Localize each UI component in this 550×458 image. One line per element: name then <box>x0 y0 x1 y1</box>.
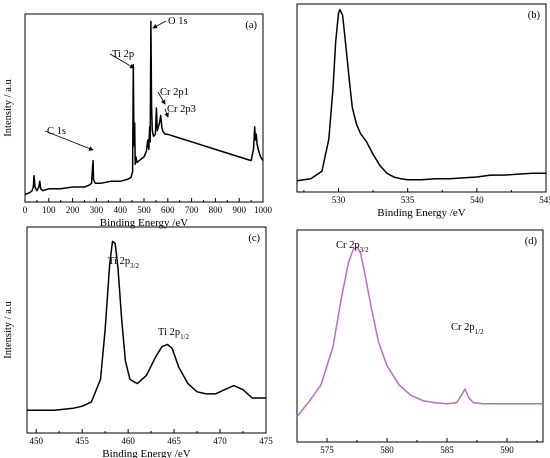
peak-annotation: Ti 2p <box>112 49 134 60</box>
x-tick-label: 100 <box>42 205 56 215</box>
series-line <box>27 240 266 412</box>
peak-annotation: Cr 2p1/2 <box>451 322 484 336</box>
annotation-arrow <box>109 53 135 69</box>
series-line <box>296 8 546 182</box>
x-tick-label: 590 <box>500 445 514 455</box>
annotation-arrow <box>164 108 169 118</box>
plot-frame <box>26 226 267 434</box>
x-tick-label: 580 <box>380 445 394 455</box>
peak-annotation: O 1s <box>168 16 188 27</box>
panel-label: (a) <box>245 20 257 31</box>
x-tick-label: 575 <box>320 445 334 455</box>
plot-frame <box>296 3 547 193</box>
chart-panel-a: 0 100 200 300 400 500 600 700 800 900 1000 Binding … <box>3 13 273 229</box>
x-axis-label: Binding Energy /eV <box>102 448 190 458</box>
x-tick-label: 540 <box>470 195 484 205</box>
annotation-arrow <box>157 91 166 105</box>
x-tick-label: 475 <box>259 436 273 446</box>
x-tick-label: 900 <box>232 205 246 215</box>
x-tick-label: 600 <box>161 205 175 215</box>
panel-label: (c) <box>248 233 260 244</box>
x-tick-label: 450 <box>29 436 43 446</box>
x-tick-label: 200 <box>66 205 80 215</box>
x-tick-label: 460 <box>121 436 135 446</box>
x-axis-label: Binding Energy /eV <box>100 217 188 229</box>
peak-annotation: Ti 2p1/2 <box>158 327 190 341</box>
peak-annotation: C 1s <box>47 126 66 137</box>
x-tick-label: 400 <box>113 205 127 215</box>
x-tick-label: 530 <box>332 195 346 205</box>
x-tick-label: 0 <box>23 205 28 215</box>
peak-annotation: Cr 2p3 <box>167 104 196 115</box>
plot-frame <box>24 13 264 203</box>
x-tick-label: 300 <box>90 205 104 215</box>
peak-annotation: Ti 2p3/2 <box>108 256 140 270</box>
chart-panel-b: 530 535 540 545 Binding Energy /eV (b) <box>296 3 550 219</box>
annotation-arrow <box>152 20 167 29</box>
x-tick-label: 585 <box>440 445 454 455</box>
chart-panel-c: 450 455 460 465 470 475 Binding Energy /eV Inte… <box>3 226 273 458</box>
x-tick-label: 535 <box>401 195 415 205</box>
peak-annotation: Cr 2p1 <box>160 87 189 98</box>
annotation-arrow <box>44 130 94 151</box>
panel-label: (b) <box>528 10 541 21</box>
x-tick-label: 465 <box>167 436 181 446</box>
x-axis-label: Binding Energy /eV <box>377 207 465 219</box>
x-tick-label: 700 <box>185 205 199 215</box>
x-tick-label: 800 <box>209 205 223 215</box>
y-axis-label: Intensity / a.u <box>3 301 14 359</box>
peak-annotation: Cr 2p3/2 <box>336 240 369 254</box>
y-axis-label: Intensity / a.u <box>3 79 14 137</box>
x-tick-label: 1000 <box>254 205 273 215</box>
series-line <box>24 20 264 196</box>
series-line <box>296 246 543 418</box>
x-tick-label: 500 <box>137 205 151 215</box>
plot-frame <box>296 229 544 443</box>
x-tick-label: 455 <box>75 436 89 446</box>
x-tick-label: 470 <box>213 436 227 446</box>
x-tick-label: 545 <box>539 195 550 205</box>
panel-label: (d) <box>525 236 538 247</box>
chart-panel-d: 575580585590Binding Energy /eV(d)Cr 2p3/… <box>296 229 544 458</box>
